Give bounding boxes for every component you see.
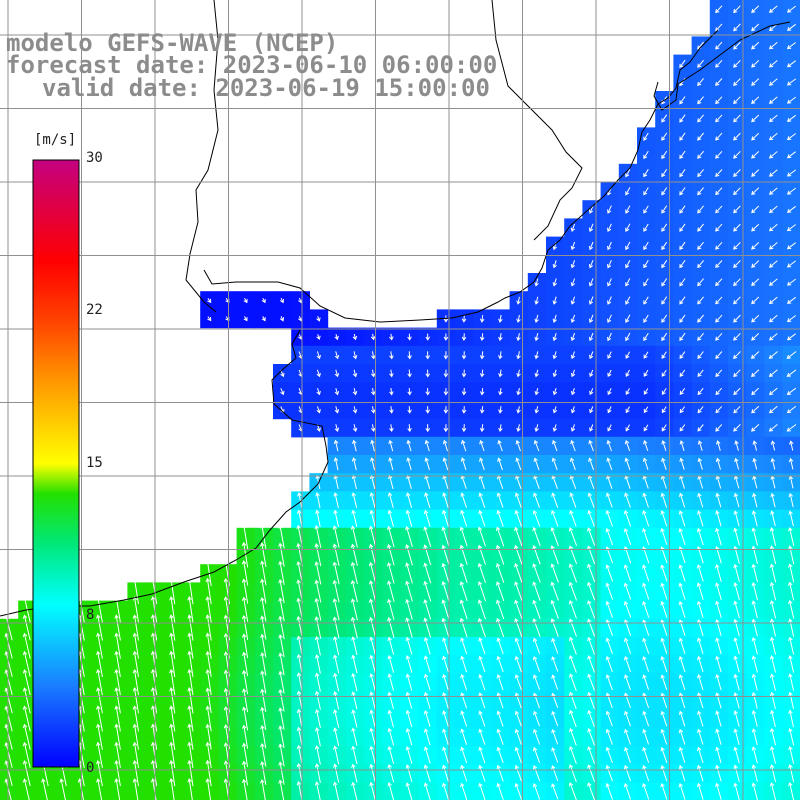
colorbar-tick-22: 22 xyxy=(86,302,103,318)
colorbar-tick-15: 15 xyxy=(86,455,103,471)
coastline-segment xyxy=(492,0,582,240)
colorbar xyxy=(33,160,79,767)
colorbar-tick-0: 0 xyxy=(86,760,94,776)
colorbar-tick-8: 8 xyxy=(86,607,94,623)
colorbar-gradient xyxy=(33,160,79,767)
colorbar-tick-30: 30 xyxy=(86,150,103,166)
colorbar-unit: [m/s] xyxy=(34,132,76,148)
valid-date: valid date: 2023-06-19 15:00:00 xyxy=(42,76,490,100)
